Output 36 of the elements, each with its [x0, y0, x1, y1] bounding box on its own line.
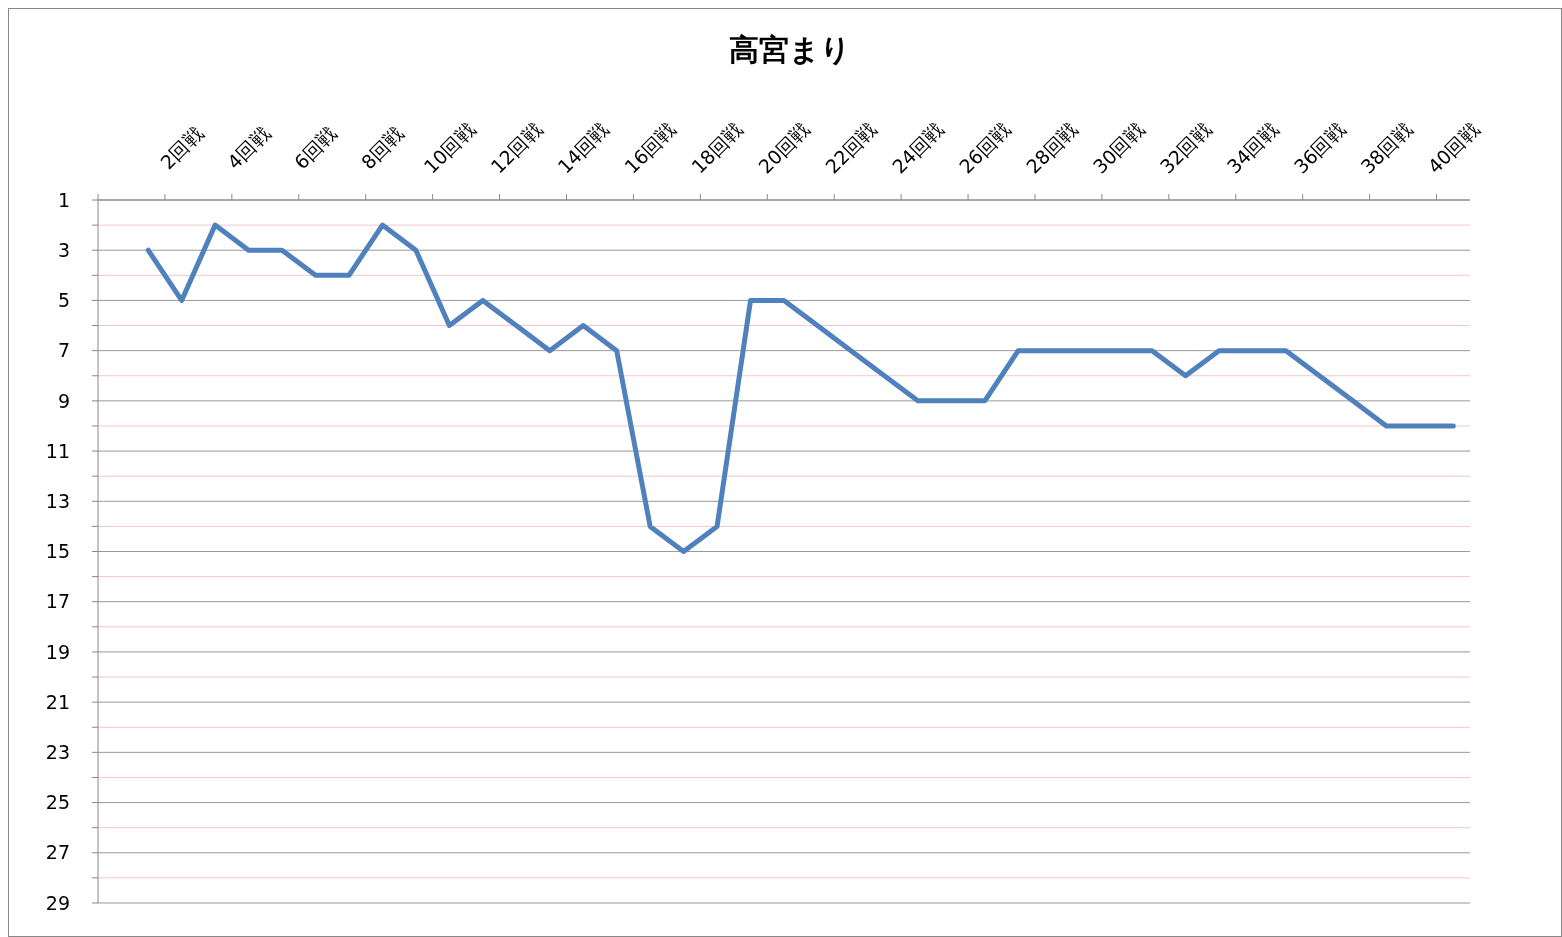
- x-tick-label: 38回戦: [1356, 117, 1416, 178]
- x-tick-label: 12回戦: [486, 117, 546, 178]
- x-tick-label: 6回戦: [289, 122, 341, 174]
- x-tick-label: 14回戦: [553, 117, 613, 178]
- y-tick-label: 11: [45, 439, 70, 462]
- y-tick-label: 17: [45, 590, 70, 613]
- y-tick-label: 3: [57, 238, 70, 261]
- x-tick-label: 16回戦: [620, 117, 680, 178]
- x-tick-label: 30回戦: [1088, 117, 1149, 178]
- y-tick-label: 15: [45, 540, 70, 563]
- x-tick-label: 2回戦: [155, 122, 207, 174]
- y-tick-label: 21: [45, 690, 70, 713]
- x-tick-label: 10回戦: [419, 117, 479, 178]
- y-tick-label: 25: [45, 791, 70, 814]
- y-tick-label: 19: [45, 640, 70, 663]
- y-tick-label: 9: [57, 389, 70, 412]
- y-tick-label: 27: [45, 841, 70, 864]
- x-tick-label: 18回戦: [687, 117, 747, 178]
- x-tick-label: 24回戦: [887, 117, 948, 178]
- x-tick-label: 40回戦: [1423, 117, 1483, 178]
- x-tick-label: 32回戦: [1155, 117, 1216, 178]
- y-tick-label: 13: [45, 489, 70, 512]
- x-tick-label: 28回戦: [1021, 117, 1082, 178]
- chart-title: 高宮まり: [729, 32, 851, 67]
- x-tick-label: 22回戦: [820, 117, 881, 178]
- y-tick-label: 7: [57, 339, 70, 362]
- x-tick-label: 34回戦: [1222, 117, 1283, 178]
- x-tick-label: 36回戦: [1289, 117, 1349, 178]
- y-tick-label: 23: [45, 741, 70, 764]
- x-tick-label: 4回戦: [222, 122, 274, 174]
- y-tick-label: 5: [57, 289, 70, 312]
- x-tick-label: 20回戦: [753, 117, 814, 178]
- x-tick-label: 8回戦: [356, 122, 408, 174]
- y-tick-label: 29: [45, 891, 70, 914]
- x-tick-label: 26回戦: [954, 117, 1015, 178]
- y-tick-label: 1: [57, 188, 70, 211]
